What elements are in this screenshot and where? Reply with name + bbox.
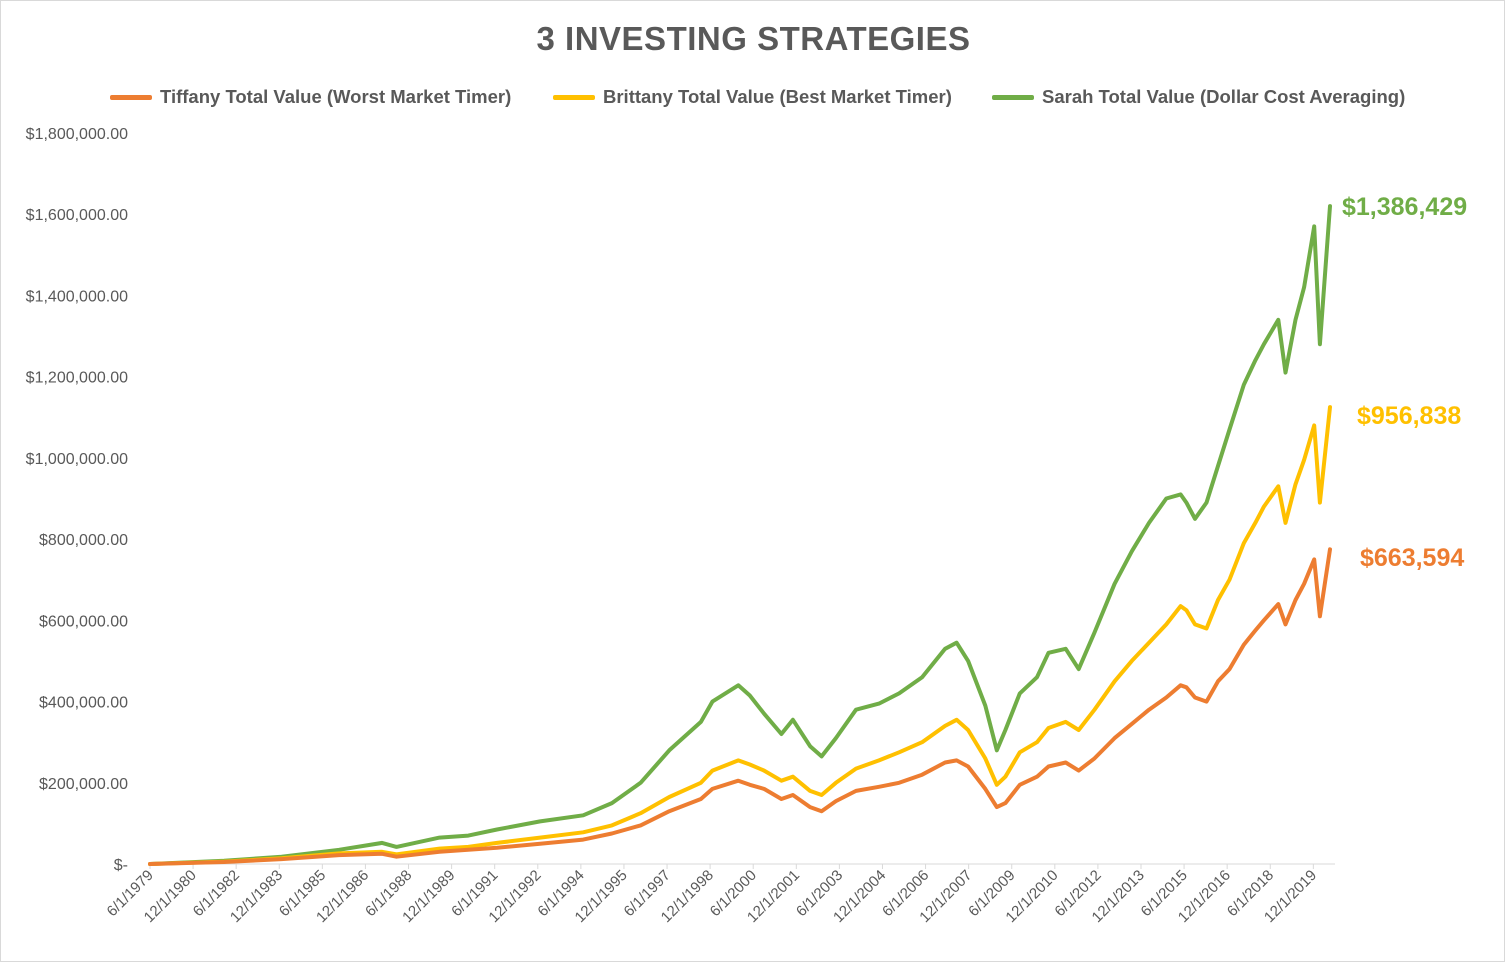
y-tick-label: $1,400,000.00 bbox=[26, 288, 128, 305]
end-label-brittany: $956,838 bbox=[1357, 402, 1461, 430]
y-axis: $- $200,000.00 $400,000.00 $600,000.00 $800,… bbox=[26, 126, 128, 874]
legend-item-brittany: Brittany Total Value (Best Market Timer) bbox=[553, 84, 952, 110]
series-line-tiffany bbox=[148, 547, 1332, 866]
legend-swatch-sarah bbox=[992, 94, 1034, 100]
y-tick-label: $1,800,000.00 bbox=[26, 126, 128, 143]
end-labels: $663,594 $956,838 $1,386,429 bbox=[1342, 193, 1467, 572]
y-tick-label: $800,000.00 bbox=[39, 532, 128, 549]
end-label-tiffany: $663,594 bbox=[1360, 544, 1464, 572]
y-tick-label: $1,000,000.00 bbox=[26, 451, 128, 468]
y-tick-label: $1,200,000.00 bbox=[26, 370, 128, 387]
x-axis: 6/1/197912/1/19806/1/198212/1/19836/1/19… bbox=[104, 864, 1320, 926]
y-tick-label: $200,000.00 bbox=[39, 776, 128, 793]
series-lines bbox=[148, 204, 1332, 866]
legend-label-tiffany: Tiffany Total Value (Worst Market Timer) bbox=[160, 86, 512, 107]
legend: Tiffany Total Value (Worst Market Timer)… bbox=[0, 84, 1507, 110]
series-line-brittany bbox=[148, 405, 1332, 866]
legend-label-sarah: Sarah Total Value (Dollar Cost Averaging… bbox=[1042, 86, 1406, 107]
legend-label-brittany: Brittany Total Value (Best Market Timer) bbox=[603, 86, 952, 107]
y-tick-label: $600,000.00 bbox=[39, 613, 128, 630]
y-tick-label: $400,000.00 bbox=[39, 695, 128, 712]
end-label-sarah: $1,386,429 bbox=[1342, 193, 1467, 221]
legend-swatch-tiffany bbox=[110, 94, 152, 100]
legend-item-tiffany: Tiffany Total Value (Worst Market Timer) bbox=[110, 84, 511, 110]
series-line-sarah bbox=[148, 204, 1332, 866]
legend-swatch-brittany bbox=[553, 94, 595, 100]
chart-title: 3 INVESTING STRATEGIES bbox=[536, 20, 971, 57]
legend-item-sarah: Sarah Total Value (Dollar Cost Averaging… bbox=[992, 84, 1405, 110]
y-tick-label: $- bbox=[114, 857, 128, 874]
y-tick-label: $1,600,000.00 bbox=[26, 207, 128, 224]
